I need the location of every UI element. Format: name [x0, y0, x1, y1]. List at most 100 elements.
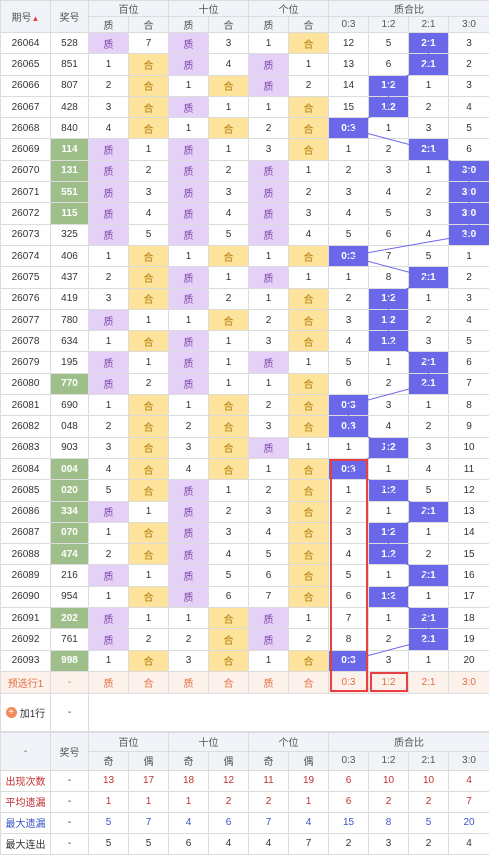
- period-cell: 26064: [0, 31, 51, 55]
- digit-cell: 1: [88, 585, 129, 609]
- digit-cell: 质: [248, 266, 289, 289]
- period-cell: 26085: [0, 479, 51, 502]
- ratio-cell: 2:1: [408, 31, 449, 55]
- ratio-cell: 0:3: [328, 649, 369, 672]
- digit-cell: 合: [288, 244, 329, 268]
- prediction-cell[interactable]: 质: [248, 670, 289, 694]
- digit-cell: 1: [288, 159, 329, 183]
- digit-cell: 5: [208, 564, 249, 587]
- period-cell: 26089: [0, 564, 51, 587]
- digit-cell: 1: [168, 308, 209, 332]
- digit-cell: 2: [88, 543, 129, 566]
- digit-cell: 1: [248, 287, 289, 310]
- ratio-cell: 1: [408, 287, 449, 310]
- prediction-label[interactable]: 预选行1: [0, 670, 51, 694]
- prediction-cell[interactable]: 3:0: [448, 670, 489, 694]
- digit-cell: 4: [208, 53, 249, 76]
- ratio-cell: 15: [448, 543, 489, 566]
- stats-sub-header: 3:0: [448, 750, 489, 771]
- ratio-cell: 2: [368, 628, 409, 651]
- number-cell: 131: [50, 159, 89, 183]
- prediction-cell[interactable]: 质: [88, 670, 129, 694]
- ratio-cell: 7: [328, 607, 369, 630]
- stats-units-header: 个位: [248, 731, 329, 752]
- stats-value: 10: [408, 769, 449, 792]
- digit-cell: 质: [168, 181, 209, 204]
- digit-cell: 质: [248, 223, 289, 246]
- digit-cell: 质: [168, 351, 209, 374]
- digit-cell: 质: [248, 181, 289, 204]
- digit-cell: 2: [288, 74, 329, 97]
- ratio-cell: 5: [448, 117, 489, 140]
- period-cell: 26082: [0, 415, 51, 438]
- prediction-cell[interactable]: 合: [208, 670, 249, 694]
- table-row: 26069 114 质 1 质 1 3 合 1 2 2:1 6: [0, 138, 489, 161]
- ratio-cell: 0:3: [328, 394, 369, 417]
- period-cell: 26091: [0, 607, 51, 630]
- period-header[interactable]: 期号▲: [0, 0, 51, 33]
- table-row: 26088 474 2 合质 4 5 合 4 1:2 2 15: [0, 543, 489, 566]
- prediction-cell[interactable]: 合: [128, 670, 169, 694]
- number-cell: 840: [50, 117, 89, 140]
- table-row: 26080 770 质 2 质 1 1 合 6 2 2:1 7: [0, 372, 489, 396]
- digit-cell: 合: [128, 266, 169, 289]
- digit-cell: 5: [248, 543, 289, 566]
- prediction-cell[interactable]: 合: [288, 670, 329, 694]
- digit-cell: 质: [248, 351, 289, 374]
- digit-cell: 合: [288, 415, 329, 438]
- prediction-cell[interactable]: 0:3: [328, 670, 369, 694]
- stats-value: 5: [408, 811, 449, 834]
- ratio-cell: 4: [328, 202, 369, 225]
- digit-cell: 质: [168, 330, 209, 353]
- number-cell: 048: [50, 415, 89, 438]
- prediction-row[interactable]: 预选行1- 质合质合质合 0:3 1:2 2:1 3:0: [0, 670, 489, 694]
- digit-cell: 合: [128, 244, 169, 268]
- ratio-cell: 1: [408, 521, 449, 545]
- ratio-cell: 8: [448, 394, 489, 417]
- sort-icon[interactable]: ▲: [31, 14, 40, 23]
- digit-cell: 1: [168, 117, 209, 140]
- period-cell: 26081: [0, 394, 51, 417]
- ratio-cell: 4: [328, 330, 369, 353]
- add-row-control[interactable]: + 加1行: [5, 705, 46, 720]
- ratio-cell: 3: [408, 436, 449, 459]
- stats-value: 11: [248, 769, 289, 792]
- digit-cell: 质: [168, 266, 209, 289]
- number-cell: 325: [50, 223, 89, 246]
- table-row: 26070 131 质 2 质 2 质 1 2 3 1 3:0: [0, 159, 489, 183]
- stats-value: 4: [448, 769, 489, 792]
- number-cell: 551: [50, 181, 89, 204]
- number-cell: 474: [50, 543, 89, 566]
- digit-cell: 1: [168, 394, 209, 417]
- digit-cell: 合: [208, 394, 249, 417]
- add-row-button[interactable]: + 加1行: [0, 692, 51, 732]
- plus-icon[interactable]: +: [5, 706, 17, 718]
- stats-sub-header: 2:1: [408, 750, 449, 771]
- ratio-cell: 1:2: [368, 308, 409, 332]
- add-row-label[interactable]: 加1行: [19, 708, 46, 720]
- number-cell: 334: [50, 500, 89, 523]
- ratio-cell: 2:1: [408, 500, 449, 523]
- digit-cell: 合: [128, 287, 169, 310]
- digit-cell: 1: [208, 266, 249, 289]
- digit-cell: 1: [288, 266, 329, 289]
- ratio-cell: 3: [328, 308, 369, 332]
- digit-cell: 1: [288, 351, 329, 374]
- digit-cell: 合: [288, 521, 329, 545]
- period-cell: 26068: [0, 117, 51, 140]
- prediction-cell[interactable]: 2:1: [408, 670, 449, 694]
- prediction-cell[interactable]: 质: [168, 670, 209, 694]
- ratio-cell: 13: [448, 500, 489, 523]
- digit-cell: 合: [288, 95, 329, 119]
- ratio-cell: 9: [448, 415, 489, 438]
- digit-cell: 1: [208, 479, 249, 502]
- ratio-cell: 12: [328, 31, 369, 55]
- digit-cell: 合: [288, 308, 329, 332]
- stats-label: 最大遗漏: [0, 811, 51, 834]
- sub-header: 合: [208, 16, 249, 33]
- period-cell: 26066: [0, 74, 51, 97]
- digit-cell: 质: [88, 31, 129, 55]
- stats-value: 1: [128, 790, 169, 813]
- stats-row: 最大连出 -5 5 6 4 4 7 2 3 2 4: [0, 832, 489, 855]
- prediction-cell[interactable]: 1:2: [368, 670, 409, 694]
